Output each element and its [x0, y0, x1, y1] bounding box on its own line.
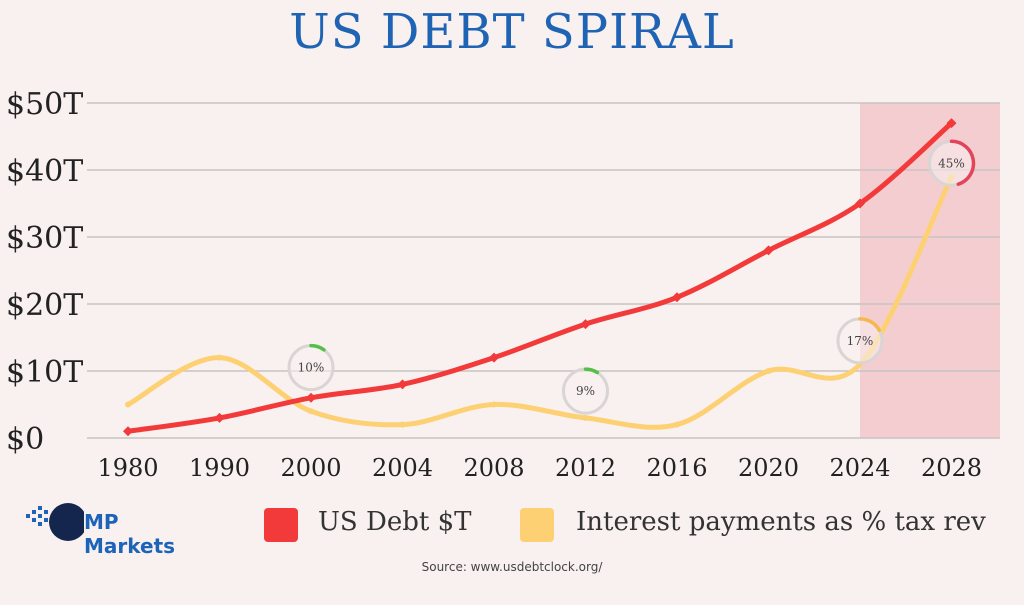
y-tick-label: $10T — [6, 355, 83, 390]
x-tick-label: 2012 — [555, 454, 616, 482]
debt-point — [855, 198, 865, 209]
logo-mark-icon — [26, 503, 87, 541]
debt-point — [763, 245, 774, 256]
source-note: Source: www.usdebtclock.org/ — [421, 560, 603, 574]
interest-point — [125, 401, 131, 408]
x-tick-label: 2016 — [646, 454, 707, 482]
annotation-label: 9% — [576, 384, 595, 398]
debt-point — [306, 392, 316, 403]
x-tick-label: 2028 — [921, 454, 982, 482]
legend-swatch-interest — [520, 508, 554, 542]
interest-point — [491, 401, 497, 408]
chart-title: US DEBT SPIRAL — [289, 4, 735, 60]
x-tick-label: 2004 — [372, 454, 433, 482]
debt-point — [214, 412, 225, 423]
series-line-debt — [125, 120, 954, 434]
debt-point — [580, 319, 591, 330]
logo-text: MP Markets — [84, 510, 176, 558]
x-tick-label: 1980 — [97, 454, 158, 482]
y-tick-label: $40T — [6, 154, 83, 189]
mp-markets-logo: MP Markets — [24, 500, 214, 558]
interest-point — [765, 368, 772, 374]
debt-point — [672, 292, 682, 303]
legend-swatch-debt — [264, 508, 298, 542]
debt-point — [489, 352, 499, 363]
interest-point — [674, 421, 680, 428]
legend-label-debt: US Debt $T — [318, 507, 472, 537]
y-tick-label: $50T — [6, 87, 83, 122]
legend-label-interest: Interest payments as % tax rev — [576, 507, 986, 537]
annotation-progress-arc — [583, 367, 600, 375]
annotation-label: 45% — [938, 156, 965, 170]
series-line-interest — [125, 174, 954, 430]
x-tick-label: 2008 — [463, 454, 524, 482]
interest-point — [308, 408, 314, 415]
annotation-progress-arc — [309, 343, 326, 352]
y-tick-label: $20T — [6, 288, 83, 323]
y-tick-label: $30T — [6, 221, 83, 256]
annotation-label: 10% — [298, 361, 325, 375]
debt-point — [946, 118, 957, 129]
x-tick-label: 1990 — [189, 454, 250, 482]
interest-point — [399, 421, 406, 428]
annotation-progress-arc — [949, 139, 976, 186]
debt-point — [397, 379, 408, 390]
annotation-label: 17% — [847, 334, 874, 348]
debt-point — [123, 426, 133, 437]
forecast-highlight-band — [860, 103, 1000, 438]
interest-point — [216, 354, 223, 361]
x-tick-label: 2024 — [829, 454, 890, 482]
y-tick-label: $0 — [6, 422, 44, 457]
x-tick-label: 2020 — [738, 454, 799, 482]
annotation-progress-arc — [858, 317, 882, 333]
x-tick-label: 2000 — [280, 454, 341, 482]
interest-point — [582, 414, 589, 421]
